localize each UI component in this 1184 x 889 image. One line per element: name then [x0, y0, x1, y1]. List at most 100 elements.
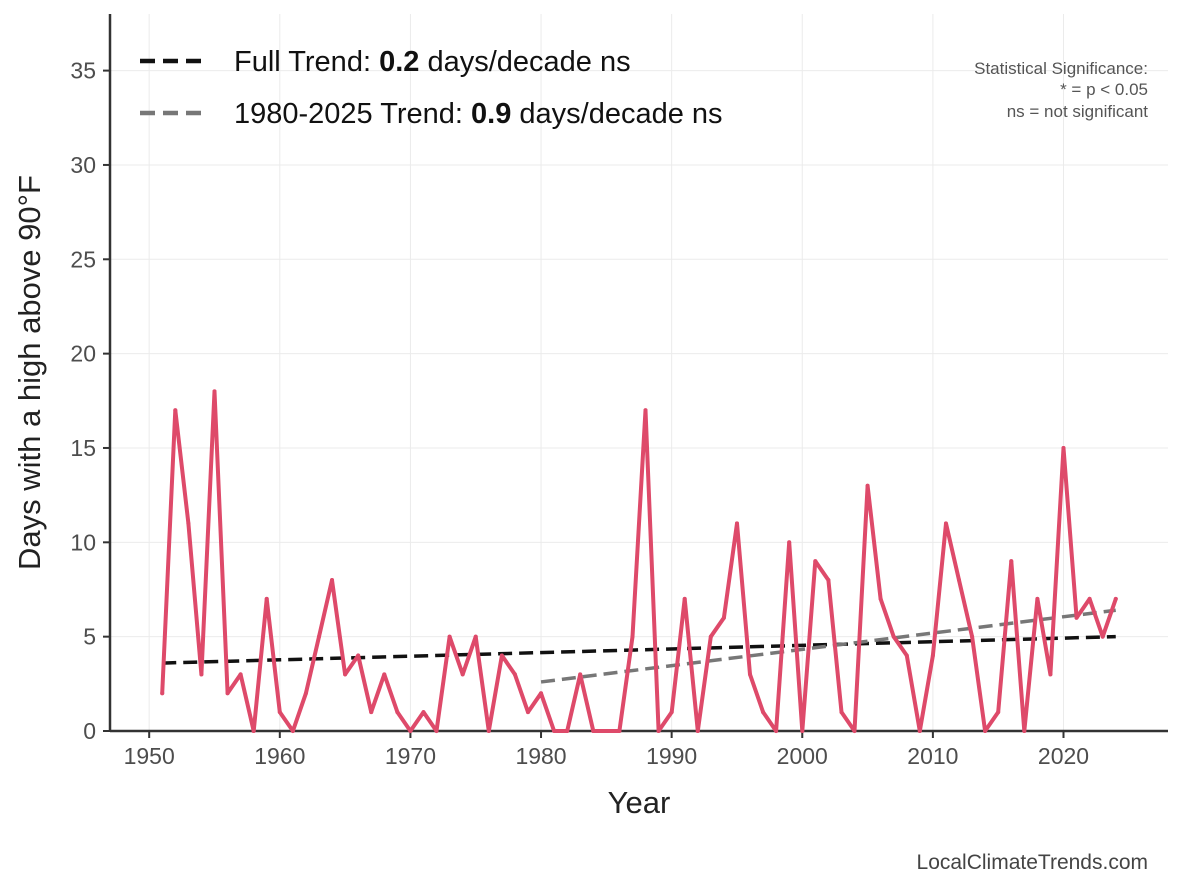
significance-note: Statistical Significance: * = p < 0.05 n… — [974, 59, 1148, 121]
data-point — [395, 710, 400, 715]
data-point — [917, 729, 922, 733]
y-tick-label: 15 — [70, 435, 96, 461]
data-point — [1009, 559, 1014, 564]
data-point — [983, 729, 988, 733]
data-point — [708, 634, 713, 639]
data-point — [382, 672, 387, 677]
data-point — [852, 729, 857, 733]
source-credit: LocalClimateTrends.com — [917, 851, 1148, 874]
data-point — [251, 729, 256, 733]
data-point — [1113, 596, 1118, 601]
data-point — [630, 634, 635, 639]
significance-note-star: * = p < 0.05 — [1060, 80, 1148, 99]
data-point — [656, 729, 661, 733]
trend-line-full — [162, 634, 1116, 665]
data-point — [734, 521, 739, 526]
data-point — [199, 672, 204, 677]
y-tick-label: 30 — [70, 152, 96, 178]
y-tick-label: 10 — [70, 529, 96, 555]
x-tick-label: 1960 — [254, 743, 305, 769]
x-tick-label: 1980 — [515, 743, 566, 769]
data-point — [186, 521, 191, 526]
data-point — [1048, 672, 1053, 677]
data-point — [591, 729, 596, 733]
data-point — [787, 540, 792, 545]
data-point — [343, 672, 348, 677]
y-tick-label: 20 — [70, 341, 96, 367]
data-point — [970, 634, 975, 639]
data-point — [578, 672, 583, 677]
data-series — [160, 389, 1118, 733]
legend-prefix: 1980-2025 Trend: — [234, 98, 471, 130]
data-point — [330, 578, 335, 583]
data-point — [695, 729, 700, 733]
data-point — [356, 653, 361, 658]
ticks: 0 5 10 15 20 25 30 35 1950 1960 1970 1980 1990 2000 20… — [70, 58, 1089, 769]
legend-suffix: days/decade ns — [419, 46, 630, 78]
data-point — [774, 729, 779, 733]
legend: Full Trend: 0.2 days/decade ns 1980-2025… — [140, 46, 723, 130]
legend-label-full-trend: Full Trend: 0.2 days/decade ns — [234, 46, 631, 78]
data-point — [369, 710, 374, 715]
data-point — [891, 634, 896, 639]
data-point — [682, 596, 687, 601]
x-tick-label: 1970 — [385, 743, 436, 769]
data-point — [264, 596, 269, 601]
y-tick-label: 25 — [70, 246, 96, 272]
legend-value: 0.9 — [471, 98, 511, 130]
data-point — [839, 710, 844, 715]
data-point — [1074, 615, 1079, 620]
x-tick-label: 2020 — [1038, 743, 1089, 769]
data-point — [813, 559, 818, 564]
data-point — [904, 653, 909, 658]
data-point — [604, 729, 609, 733]
data-point — [957, 578, 962, 583]
data-point — [1022, 729, 1027, 733]
data-point — [617, 729, 622, 733]
data-point — [643, 408, 648, 413]
data-point — [316, 634, 321, 639]
legend-value: 0.2 — [379, 46, 419, 78]
legend-label-recent-trend: 1980-2025 Trend: 0.9 days/decade ns — [234, 98, 723, 130]
data-point — [1100, 634, 1105, 639]
trend-line-recent — [540, 608, 1116, 684]
data-point — [499, 653, 504, 658]
data-point — [552, 729, 557, 733]
data-point — [473, 634, 478, 639]
data-point — [512, 672, 517, 677]
legend-prefix: Full Trend: — [234, 46, 379, 78]
data-point — [447, 634, 452, 639]
data-point — [421, 710, 426, 715]
data-point — [238, 672, 243, 677]
data-point — [303, 691, 308, 696]
data-point — [1087, 596, 1092, 601]
gridlines — [110, 14, 1168, 732]
data-points — [160, 389, 1118, 733]
data-point — [434, 729, 439, 733]
data-point — [721, 615, 726, 620]
data-point — [525, 710, 530, 715]
x-tick-label: 2010 — [907, 743, 958, 769]
data-point — [160, 691, 165, 696]
data-point — [1035, 596, 1040, 601]
data-point — [565, 729, 570, 733]
data-point — [761, 710, 766, 715]
data-point — [277, 710, 282, 715]
data-point — [1061, 445, 1066, 450]
y-tick-label: 35 — [70, 58, 96, 84]
data-point — [943, 521, 948, 526]
data-point — [173, 408, 178, 413]
data-point — [212, 389, 217, 394]
data-point — [408, 729, 413, 733]
data-point — [800, 729, 805, 733]
series-line — [160, 389, 1118, 733]
data-point — [996, 710, 1001, 715]
data-point — [486, 729, 491, 733]
y-tick-label: 0 — [83, 718, 96, 744]
legend-entry-full-trend: Full Trend: 0.2 days/decade ns — [140, 46, 631, 78]
trend-lines — [162, 608, 1116, 684]
data-point — [669, 710, 674, 715]
data-point — [748, 672, 753, 677]
x-tick-label: 1950 — [124, 743, 175, 769]
